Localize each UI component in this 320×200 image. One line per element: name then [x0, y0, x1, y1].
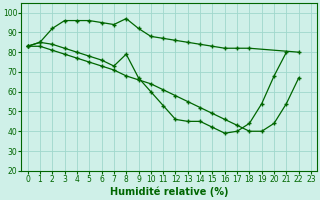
X-axis label: Humidité relative (%): Humidité relative (%)	[110, 187, 228, 197]
